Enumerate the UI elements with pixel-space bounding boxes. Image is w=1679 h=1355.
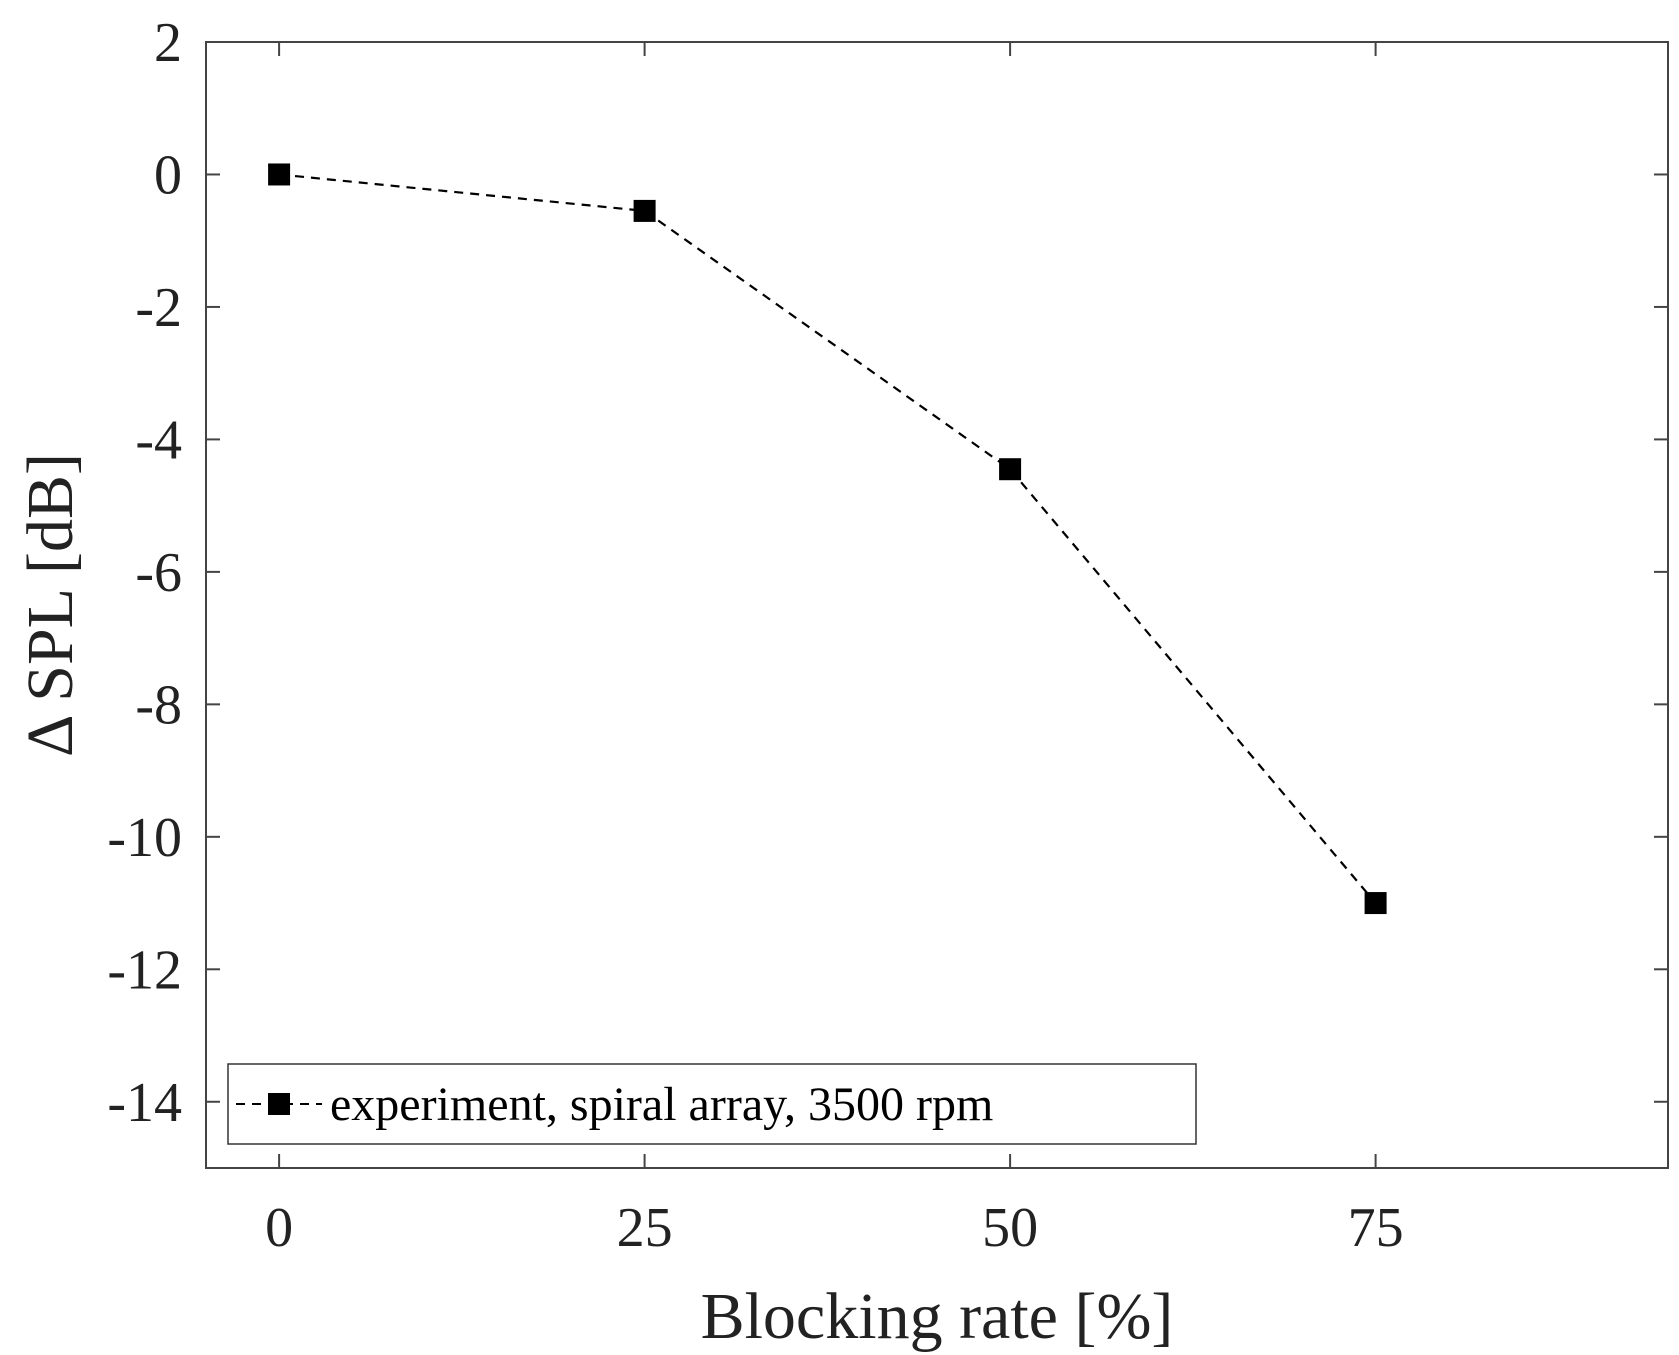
data-series-layer: [268, 163, 1387, 915]
x-axis-tick-labels: 0 25 50 75: [265, 1197, 1404, 1259]
y-tick-label: 2: [154, 12, 182, 74]
axis-ticks: [206, 41, 1668, 1168]
legend-entry-label: experiment, spiral array, 3500 rpm: [330, 1078, 993, 1131]
y-tick-label: -6: [135, 542, 182, 604]
series-line: [278, 173, 1377, 904]
legend: experiment, spiral array, 3500 rpm: [227, 1063, 1197, 1145]
legend-box: [227, 1063, 1197, 1145]
y-tick-label: 0: [154, 144, 182, 206]
x-axis-title: Blocking rate [%]: [701, 1280, 1174, 1353]
data-point-marker: [999, 458, 1022, 481]
data-point-marker: [268, 163, 291, 186]
data-point-marker: [633, 199, 656, 222]
y-tick-label: -10: [107, 807, 182, 869]
y-tick-label: -12: [107, 939, 182, 1001]
x-tick-label: 50: [982, 1197, 1038, 1259]
y-axis-tick-labels: 2 0 -2 -4 -6 -8 -10 -12 -14: [107, 12, 182, 1134]
x-tick-label: 25: [617, 1197, 673, 1259]
y-axis-title: Δ SPL [dB]: [14, 453, 87, 757]
y-tick-label: -2: [135, 277, 182, 339]
y-tick-label: -4: [135, 409, 182, 471]
plot-area-frame: [205, 41, 1669, 1169]
data-point-marker: [1364, 892, 1387, 915]
x-tick-label: 75: [1348, 1197, 1404, 1259]
x-tick-label: 0: [265, 1197, 293, 1259]
y-tick-label: -14: [107, 1072, 182, 1134]
y-tick-label: -8: [135, 674, 182, 736]
legend-square-marker: [268, 1093, 290, 1115]
